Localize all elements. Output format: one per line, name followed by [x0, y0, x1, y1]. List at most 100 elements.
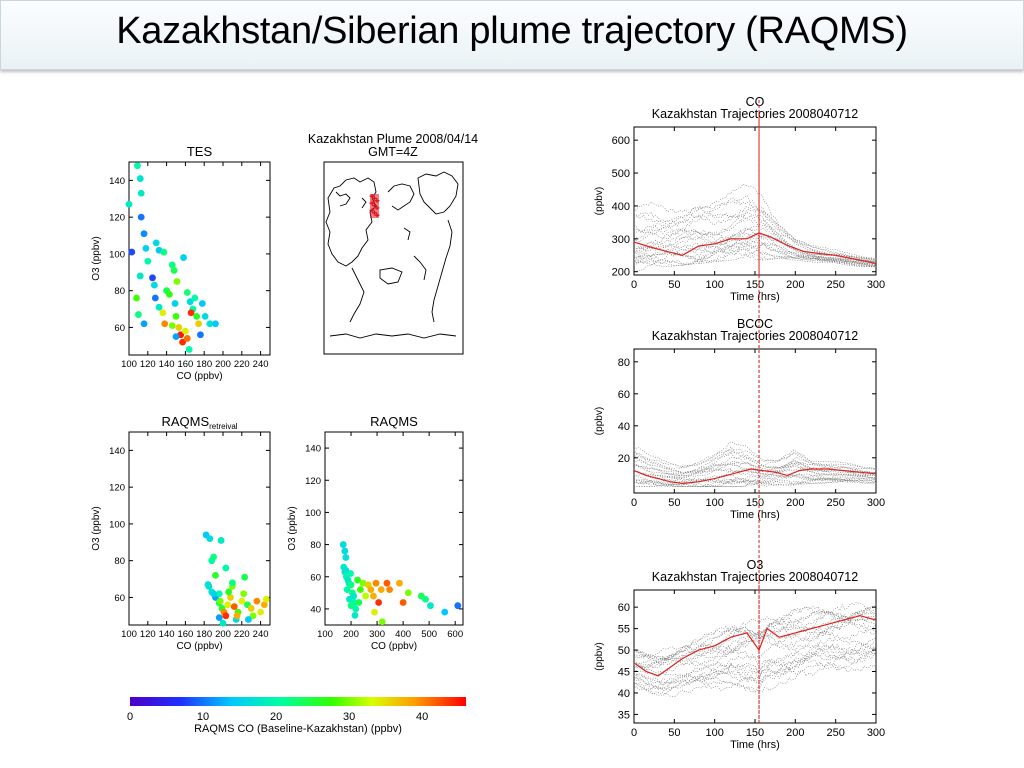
x-tick-label: 200 [786, 727, 804, 739]
scatter-point [342, 566, 350, 574]
colorbar-ticks: 0 10 20 30 40 [127, 711, 428, 723]
scatter-point [260, 601, 268, 609]
scatter-point [137, 189, 145, 197]
scatter-point [378, 618, 386, 626]
trajectory-line [633, 475, 877, 485]
scatter-point [355, 599, 363, 606]
bcoc_traj-ylabel: (ppbv) [594, 407, 605, 435]
scatter-point [206, 320, 214, 328]
scatter-point [144, 257, 152, 265]
scatter-point [136, 175, 144, 182]
x-tick-label: 300 [867, 279, 885, 291]
scatter-point [215, 590, 223, 598]
trajectory-line [633, 211, 877, 262]
scatter-point [186, 298, 194, 306]
trajectory-line [633, 195, 877, 261]
x-tick-label: 300 [867, 497, 885, 509]
x-tick-label: 50 [668, 279, 680, 291]
scatter-point [133, 294, 140, 302]
trajectory-line [633, 450, 876, 474]
y-tick-label: 100 [109, 519, 125, 530]
mean-trajectory-line [633, 615, 877, 677]
scatter-point [197, 331, 204, 339]
x-tick-label: 100 [121, 629, 137, 640]
y-tick-label: 80 [618, 357, 630, 369]
trajectory-ensemble [633, 601, 877, 698]
trajectory-line [633, 475, 877, 486]
x-tick-label: 300 [867, 727, 885, 739]
y-tick-label: 500 [612, 168, 630, 180]
scatter-point [396, 579, 403, 587]
x-tick-label: 220 [234, 359, 250, 370]
scatter-point [249, 612, 257, 620]
trajectory-line [633, 228, 877, 266]
scatter-point [454, 602, 462, 610]
map-frame [323, 161, 464, 355]
x-tick-label: 250 [826, 497, 844, 509]
x-tick-label: 200 [215, 629, 231, 640]
scatter-point [341, 547, 349, 555]
scatter-point [183, 335, 191, 342]
scatter-point [166, 290, 173, 298]
scatter-point [422, 595, 429, 603]
scatter-point [175, 324, 183, 331]
trajectory-line [633, 240, 877, 266]
x-tick-label: 0 [631, 279, 637, 291]
y-tick-label: 80 [310, 540, 321, 551]
scatter-point [171, 300, 179, 307]
x-tick-label: 150 [746, 279, 764, 291]
y-tick-label: 55 [618, 624, 630, 636]
trajectory-ensemble [633, 183, 877, 272]
colorbar-gradient [130, 697, 466, 706]
co_traj-subtitle: Kazakhstan Trajectories 2008040712 [652, 107, 858, 121]
scatter-point [135, 311, 142, 318]
scatter-point [152, 239, 160, 247]
bcoc_traj-xlabel: Time (hrs) [730, 509, 780, 521]
x-tick-label: 200 [786, 497, 804, 509]
scatter-point [229, 579, 236, 587]
colorbar-tick-label: 30 [343, 711, 355, 723]
x-tick-label: 160 [177, 359, 193, 370]
scatter-point [170, 267, 178, 274]
scatter-point [201, 313, 209, 320]
trajectory-line [633, 652, 877, 691]
trajectory-line [633, 473, 877, 486]
scatter-point [217, 537, 225, 544]
y-tick-label: 600 [612, 135, 630, 147]
trajectory-line [633, 232, 877, 265]
raqms_retrieval-plot-frame [128, 431, 271, 626]
scatter-point [140, 320, 148, 328]
y-tick-label: 300 [612, 234, 630, 246]
trajectory-line [633, 608, 877, 661]
y-tick-label: 100 [109, 249, 125, 260]
x-tick-label: 50 [668, 727, 680, 739]
trajectory-line [633, 647, 877, 695]
co_traj-xlabel: Time (hrs) [730, 291, 780, 303]
y-tick-label: 100 [305, 508, 321, 519]
scatter-point [183, 289, 191, 296]
tes-title: TES [187, 144, 213, 159]
tes-plot-frame [128, 161, 271, 356]
scatter-point [359, 579, 367, 587]
scatter-point [441, 608, 449, 616]
x-tick-label: 50 [668, 497, 680, 509]
raqms-ylabel: O3 (ppbv) [287, 506, 298, 550]
y-tick-label: 40 [618, 688, 630, 700]
raqms-plot-frame [324, 431, 464, 626]
x-tick-label: 140 [159, 359, 175, 370]
x-tick-label: 100 [317, 629, 333, 640]
scatter-point [404, 589, 412, 597]
map-coastlines [325, 171, 459, 339]
scatter-point [427, 602, 434, 610]
scatter-point [240, 590, 248, 598]
y-tick-label: 140 [109, 176, 125, 187]
x-tick-label: 160 [177, 629, 193, 640]
trajectory-line [633, 478, 877, 487]
x-tick-label: 120 [140, 629, 156, 640]
scatter-point [219, 619, 227, 627]
raqms_retrieval-title: RAQMSretreival [161, 414, 237, 431]
trajectory-line [633, 183, 877, 259]
scatter-point [159, 309, 167, 317]
scatter-point [212, 320, 219, 328]
